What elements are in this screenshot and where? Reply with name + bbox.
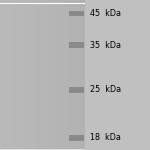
Text: 18  kDa: 18 kDa [90,134,121,142]
Bar [0,0,84,150]
Bar [69,135,84,141]
Text: 25  kDa: 25 kDa [90,85,121,94]
Text: 45  kDa: 45 kDa [90,9,121,18]
Bar [69,42,84,48]
Bar [69,11,84,16]
Text: 35  kDa: 35 kDa [90,40,121,50]
Bar [69,87,84,93]
